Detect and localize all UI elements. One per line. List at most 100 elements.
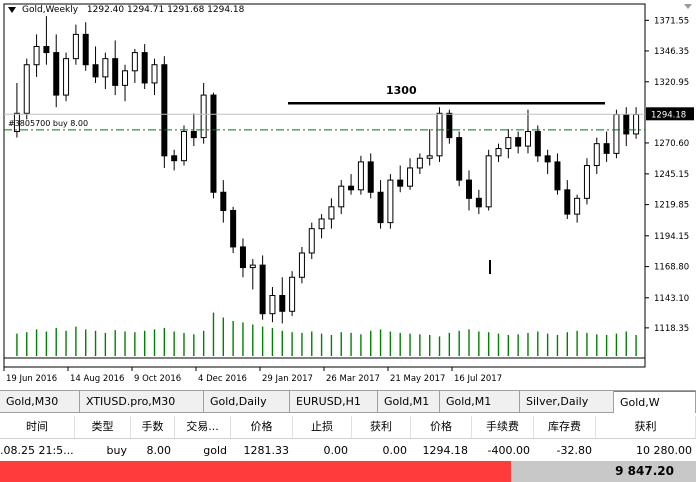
column-header[interactable]: 获利 — [352, 416, 411, 438]
candle-body — [593, 143, 600, 167]
candle-body — [544, 155, 551, 163]
candle-body — [397, 179, 404, 187]
column-header[interactable]: 手续费 — [472, 416, 534, 438]
summary-bar — [0, 461, 511, 482]
table-cell: buy — [106, 444, 127, 457]
order-label: #3805700 buy 8.00 — [8, 119, 88, 128]
candle-body — [180, 131, 187, 162]
tab-gold-m30[interactable]: Gold,M30 — [0, 391, 80, 413]
tab-gold-m1[interactable]: Gold,M1 — [378, 391, 440, 413]
trade-table: 时间 类型 手数 交易... 价格 止损 获利 价格 手续费 库存费 获利 .08.25 21:5.… — [0, 414, 696, 482]
candle-body — [485, 155, 492, 208]
candle-body — [230, 209, 237, 248]
column-header[interactable]: 交易... — [175, 416, 231, 438]
date-tick-label: 14 Aug 2016 — [70, 374, 124, 384]
date-tick-label: 19 Jun 2016 — [6, 374, 57, 384]
column-header[interactable]: 价格 — [411, 416, 472, 438]
table-cell: gold — [203, 444, 227, 457]
chart-scroll-arrow-icon[interactable] — [684, 4, 692, 9]
price-tick-label: 1143.10 — [654, 294, 689, 304]
candle-body — [63, 58, 70, 96]
current-price-box — [646, 107, 694, 121]
candle-body — [338, 185, 345, 208]
candle-body — [574, 197, 581, 215]
price-tick-label: 1346.35 — [654, 47, 689, 57]
summary-row: 9 847.20 — [0, 461, 696, 482]
candle-body — [564, 189, 571, 215]
date-tick-label: 21 May 2017 — [390, 374, 445, 384]
candle-body — [220, 191, 227, 211]
table-header: 时间 类型 手数 交易... 价格 止损 获利 价格 手续费 库存费 获利 — [0, 416, 696, 439]
candle-body — [357, 161, 364, 191]
table-cell: -32.80 — [556, 444, 592, 457]
candle-body — [446, 112, 453, 139]
candle-body — [43, 46, 50, 54]
candle-body — [583, 165, 590, 199]
candle-body — [407, 167, 414, 187]
column-header[interactable]: 库存费 — [534, 416, 596, 438]
candle-body — [122, 70, 129, 86]
candle-body — [53, 52, 60, 96]
tab-xtiusd-pro-m30[interactable]: XTIUSD.pro,M30 — [80, 391, 204, 413]
candle-body — [190, 131, 197, 139]
candle-body — [210, 94, 217, 193]
table-cell: 10 280.00 — [636, 444, 692, 457]
candle-body — [13, 112, 20, 133]
summary-bar-right — [511, 461, 696, 482]
column-header[interactable]: 止损 — [293, 416, 352, 438]
price-tick-label: 1371.55 — [654, 16, 689, 26]
candle-body — [239, 246, 246, 269]
candle-body — [269, 294, 276, 315]
candle-body — [603, 143, 610, 154]
candle-body — [131, 52, 138, 72]
tab-eurusd-h1[interactable]: EURUSD,H1 — [290, 391, 378, 413]
date-tick-label: 4 Dec 2016 — [198, 374, 247, 384]
column-header[interactable]: 获利 — [596, 416, 696, 438]
candle-body — [475, 197, 482, 208]
candle-body — [416, 157, 423, 169]
date-tick-label: 26 Mar 2017 — [326, 374, 380, 384]
chart-menu-arrow-icon[interactable] — [8, 7, 16, 13]
tab-silver-daily[interactable]: Silver,Daily — [520, 391, 614, 413]
tab-gold-w[interactable]: Gold,W — [614, 391, 696, 413]
candle-body — [298, 252, 305, 278]
table-cell: 1294.18 — [422, 444, 469, 457]
column-header[interactable]: 时间 — [0, 416, 75, 438]
column-header[interactable]: 手数 — [131, 416, 175, 438]
candle-body — [426, 155, 433, 159]
candle-body — [524, 131, 531, 147]
candle-body — [387, 179, 394, 224]
table-cell: .08.25 21:5... — [0, 444, 74, 457]
symbol-title: Gold,Weekly — [22, 5, 79, 15]
candle-body — [102, 58, 109, 78]
price-tick-label: 1219.85 — [654, 201, 689, 211]
table-row[interactable]: .08.25 21:5... buy 8.00 gold 1281.33 0.00 0.00… — [0, 440, 696, 463]
candle-body — [259, 264, 266, 315]
chart-tabs: Gold,M30 XTIUSD.pro,M30 Gold,Daily EURUSD,H… — [0, 390, 696, 413]
column-header[interactable]: 类型 — [75, 416, 131, 438]
chart-area[interactable]: #3805700 buy 8.00 1300 1371.55 1346.35 1320.… — [0, 0, 696, 388]
plot-frame — [3, 3, 646, 368]
column-header[interactable]: 价格 — [231, 416, 293, 438]
price-tick-label: 1168.80 — [654, 263, 689, 273]
candle-body — [289, 276, 296, 312]
ohlc-values: 1292.40 1294.71 1291.68 1294.18 — [86, 5, 245, 15]
candle-body — [161, 64, 168, 157]
candle-body — [436, 112, 443, 157]
candle-body — [171, 155, 178, 162]
candlestick-chart[interactable]: #3805700 buy 8.00 1300 1371.55 1346.35 1320.… — [0, 0, 696, 388]
candle-body — [33, 46, 40, 66]
tab-gold-m1[interactable]: Gold,M1 — [440, 391, 520, 413]
candle-body — [151, 64, 158, 84]
candle-body — [613, 114, 620, 154]
date-tick-label: 29 Jan 2017 — [262, 374, 313, 384]
candle-body — [279, 294, 286, 312]
chart-title: Gold,Weekly 1292.40 1294.71 1291.68 1294… — [22, 5, 244, 15]
candle-body — [377, 191, 384, 224]
candle-body — [82, 33, 89, 66]
price-tick-label: 1194.15 — [654, 232, 689, 242]
tab-gold-daily[interactable]: Gold,Daily — [204, 391, 290, 413]
table-cell: 0.00 — [323, 444, 349, 457]
price-tick-label: 1270.60 — [654, 139, 689, 149]
